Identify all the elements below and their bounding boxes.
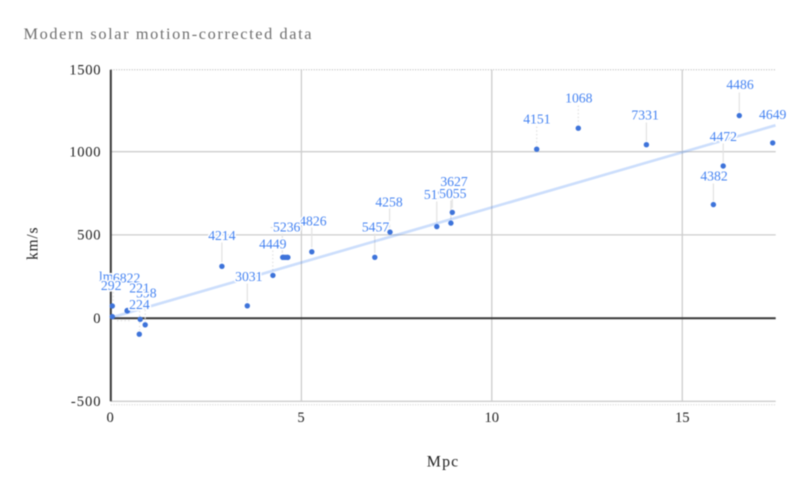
svg-text:4258: 4258: [375, 194, 403, 209]
svg-text:4649: 4649: [759, 107, 787, 122]
svg-text:292: 292: [101, 278, 122, 293]
svg-text:6822: 6822: [113, 271, 141, 286]
svg-text:4486: 4486: [726, 77, 754, 92]
svg-text:598: 598: [136, 286, 157, 301]
svg-text:15: 15: [675, 410, 690, 426]
svg-text:4472: 4472: [710, 129, 738, 144]
svg-text:4151: 4151: [523, 111, 551, 126]
svg-text:5194: 5194: [424, 187, 452, 202]
svg-text:224: 224: [129, 297, 150, 312]
svg-text:4449: 4449: [259, 236, 287, 251]
svg-text:km/s: km/s: [25, 228, 42, 261]
svg-text:3031: 3031: [235, 269, 263, 284]
svg-text:4826: 4826: [299, 214, 327, 229]
svg-text:7331: 7331: [631, 108, 659, 123]
svg-text:5236: 5236: [273, 220, 301, 235]
svg-text:Modern solar motion-corrected: Modern solar motion-corrected data: [24, 24, 312, 43]
svg-text:4214: 4214: [208, 228, 236, 243]
svg-text:1068: 1068: [565, 91, 593, 106]
svg-text:-500: -500: [71, 394, 101, 410]
svg-text:10: 10: [485, 410, 500, 426]
svg-text:1500: 1500: [69, 62, 100, 78]
svg-text:0: 0: [106, 410, 113, 426]
svg-text:5457: 5457: [362, 220, 390, 235]
svg-text:4382: 4382: [700, 168, 728, 183]
svg-text:5055: 5055: [439, 186, 467, 201]
svg-text:1000: 1000: [69, 144, 100, 160]
svg-text:0: 0: [93, 311, 100, 327]
svg-text:lmc: lmc: [99, 269, 120, 284]
svg-text:3627: 3627: [440, 174, 468, 189]
svg-text:Mpc: Mpc: [427, 454, 458, 471]
svg-text:5: 5: [297, 410, 304, 426]
svg-text:500: 500: [77, 228, 101, 244]
svg-text:221: 221: [129, 281, 150, 296]
